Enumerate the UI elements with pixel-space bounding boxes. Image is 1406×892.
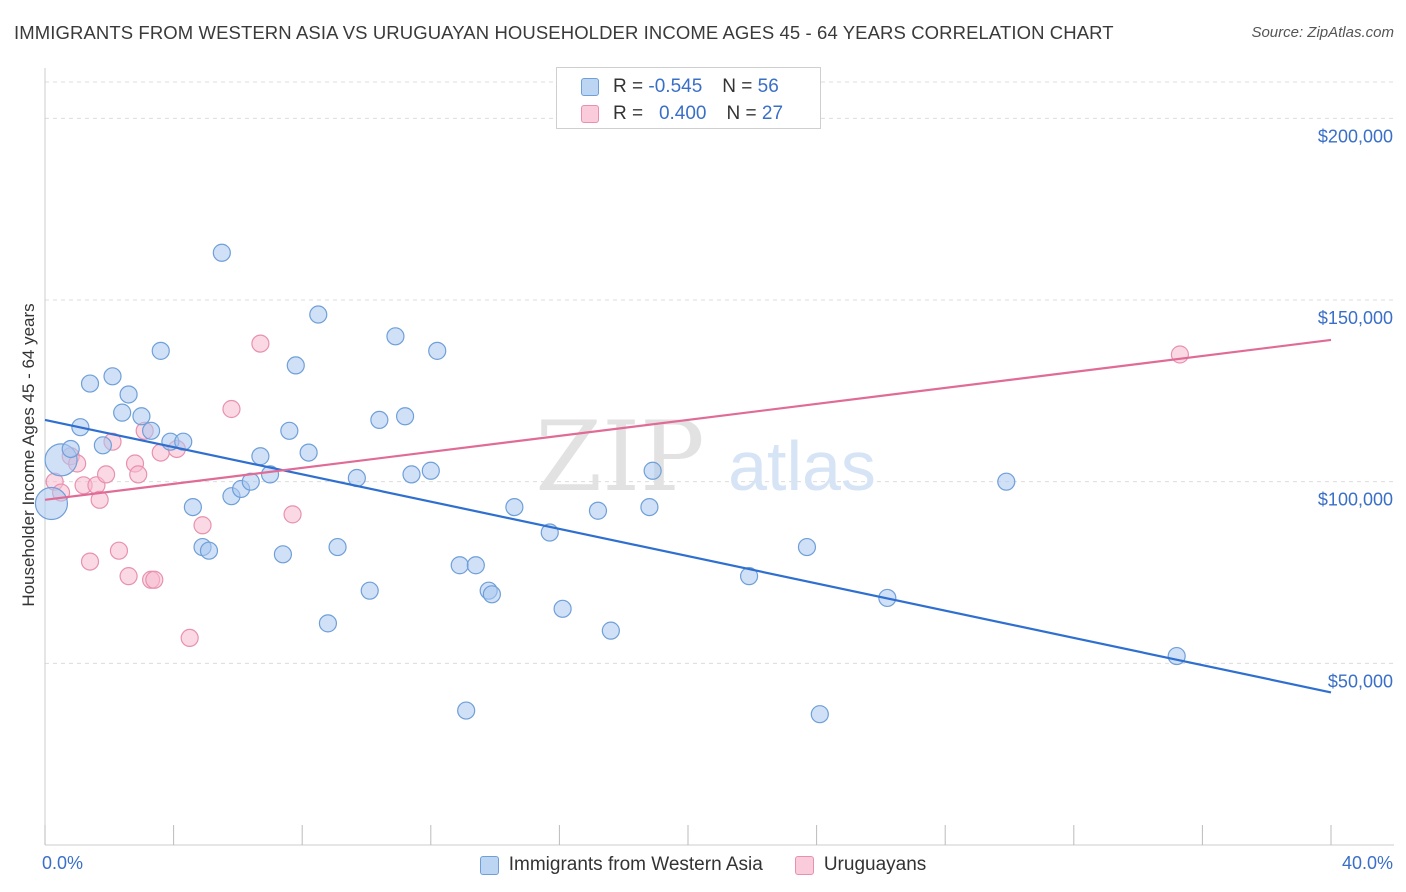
y-tick-label: $100,000 <box>1318 490 1393 510</box>
point-western-asia <box>553 599 572 618</box>
y-tick-label: $50,000 <box>1328 671 1393 691</box>
stats-legend: R = -0.545 N = 56 R = 0.400 N = 27 <box>556 67 821 129</box>
legend-swatch-pink <box>581 105 599 123</box>
point-western-asia <box>402 465 421 484</box>
point-western-asia <box>309 305 328 324</box>
point-western-asia <box>360 581 379 600</box>
point-uruguayans <box>222 399 241 419</box>
point-western-asia <box>370 410 389 429</box>
point-western-asia <box>588 501 608 520</box>
point-western-asia <box>34 486 69 521</box>
point-uruguayans <box>80 552 100 571</box>
trend-line-western-asia <box>44 418 1332 694</box>
point-uruguayans <box>129 465 148 484</box>
y-tick-label: $150,000 <box>1318 308 1393 328</box>
source-credit: Source: ZipAtlas.com <box>1251 24 1394 41</box>
point-western-asia <box>328 537 347 557</box>
point-uruguayans <box>90 490 109 509</box>
tick-labels: $50,000 $100,000 $150,000 $200,000 0.0% 40.0% <box>42 126 1393 873</box>
watermark-zip: ZIP <box>535 401 704 513</box>
grid-lines <box>45 81 1394 664</box>
legend-swatch-blue <box>581 78 599 96</box>
point-western-asia <box>601 621 620 640</box>
point-western-asia <box>280 421 299 440</box>
point-western-asia <box>810 705 829 724</box>
point-uruguayans <box>283 505 302 524</box>
point-uruguayans <box>193 516 212 535</box>
x-tick-label: 0.0% <box>42 853 83 873</box>
x-tick-label: 40.0% <box>1342 853 1393 873</box>
point-western-asia <box>273 545 293 564</box>
trend-lines <box>44 338 1332 694</box>
point-western-asia <box>299 443 318 462</box>
point-western-asia <box>797 537 817 557</box>
series-legend: Immigrants from Western Asia Uruguayans <box>0 852 1406 878</box>
legend-r-value: -0.545 <box>648 76 703 97</box>
point-western-asia <box>151 341 170 360</box>
point-western-asia <box>103 367 122 386</box>
legend-swatch-pink <box>794 855 814 875</box>
y-tick-label: $200,000 <box>1318 126 1393 146</box>
watermark-atlas: atlas <box>728 427 876 505</box>
point-western-asia <box>386 327 405 346</box>
point-western-asia <box>212 243 231 262</box>
axes <box>44 68 1394 846</box>
point-western-asia <box>395 407 415 426</box>
point-western-asia <box>428 341 447 360</box>
legend-label: Uruguayans <box>823 854 927 875</box>
point-western-asia <box>183 498 202 517</box>
legend-r-label: R = <box>613 103 644 124</box>
point-western-asia <box>199 541 219 560</box>
legend-n-value: 27 <box>761 103 784 124</box>
point-western-asia <box>739 567 759 586</box>
trend-line-uruguayans <box>44 338 1332 501</box>
legend-n-label: N = <box>726 103 757 124</box>
point-western-asia <box>251 447 270 466</box>
point-western-asia <box>450 556 469 575</box>
point-western-asia <box>286 356 305 375</box>
point-uruguayans <box>180 628 199 648</box>
point-uruguayans <box>96 465 116 484</box>
point-western-asia <box>482 585 501 604</box>
legend-item-uruguayans: Uruguayans <box>794 854 927 876</box>
legend-n-label: N = <box>722 76 753 97</box>
point-western-asia <box>640 498 659 517</box>
point-western-asia <box>318 614 338 633</box>
watermark: ZIP atlas <box>535 401 876 513</box>
point-western-asia <box>80 374 100 393</box>
legend-r-value: 0.400 <box>658 103 707 124</box>
point-western-asia <box>643 461 662 480</box>
legend-row-uruguayans: R = 0.400 N = 27 <box>581 101 783 127</box>
point-western-asia <box>466 556 485 575</box>
point-western-asia <box>119 385 138 404</box>
point-uruguayans <box>145 570 164 589</box>
point-western-asia <box>132 407 151 426</box>
point-western-asia <box>141 421 161 440</box>
y-axis-label: Householder Income Ages 45 - 64 years <box>19 303 38 606</box>
legend-label: Immigrants from Western Asia <box>508 854 763 875</box>
point-western-asia <box>260 465 280 484</box>
point-western-asia <box>421 461 440 480</box>
legend-r-label: R = <box>613 76 644 97</box>
point-uruguayans <box>251 334 270 353</box>
point-western-asia <box>93 436 112 455</box>
point-western-asia <box>457 701 476 720</box>
legend-row-western-asia: R = -0.545 N = 56 <box>581 74 779 100</box>
legend-swatch-blue <box>479 855 499 875</box>
point-western-asia <box>113 403 132 422</box>
point-uruguayans <box>119 567 138 586</box>
chart-title: IMMIGRANTS FROM WESTERN ASIA VS URUGUAYA… <box>14 22 1114 43</box>
point-western-asia <box>997 472 1016 491</box>
point-western-asia <box>505 498 524 517</box>
legend-item-western-asia: Immigrants from Western Asia <box>479 854 763 876</box>
point-uruguayans <box>109 541 129 560</box>
legend-n-value: 56 <box>757 76 779 97</box>
point-western-asia <box>61 439 80 459</box>
